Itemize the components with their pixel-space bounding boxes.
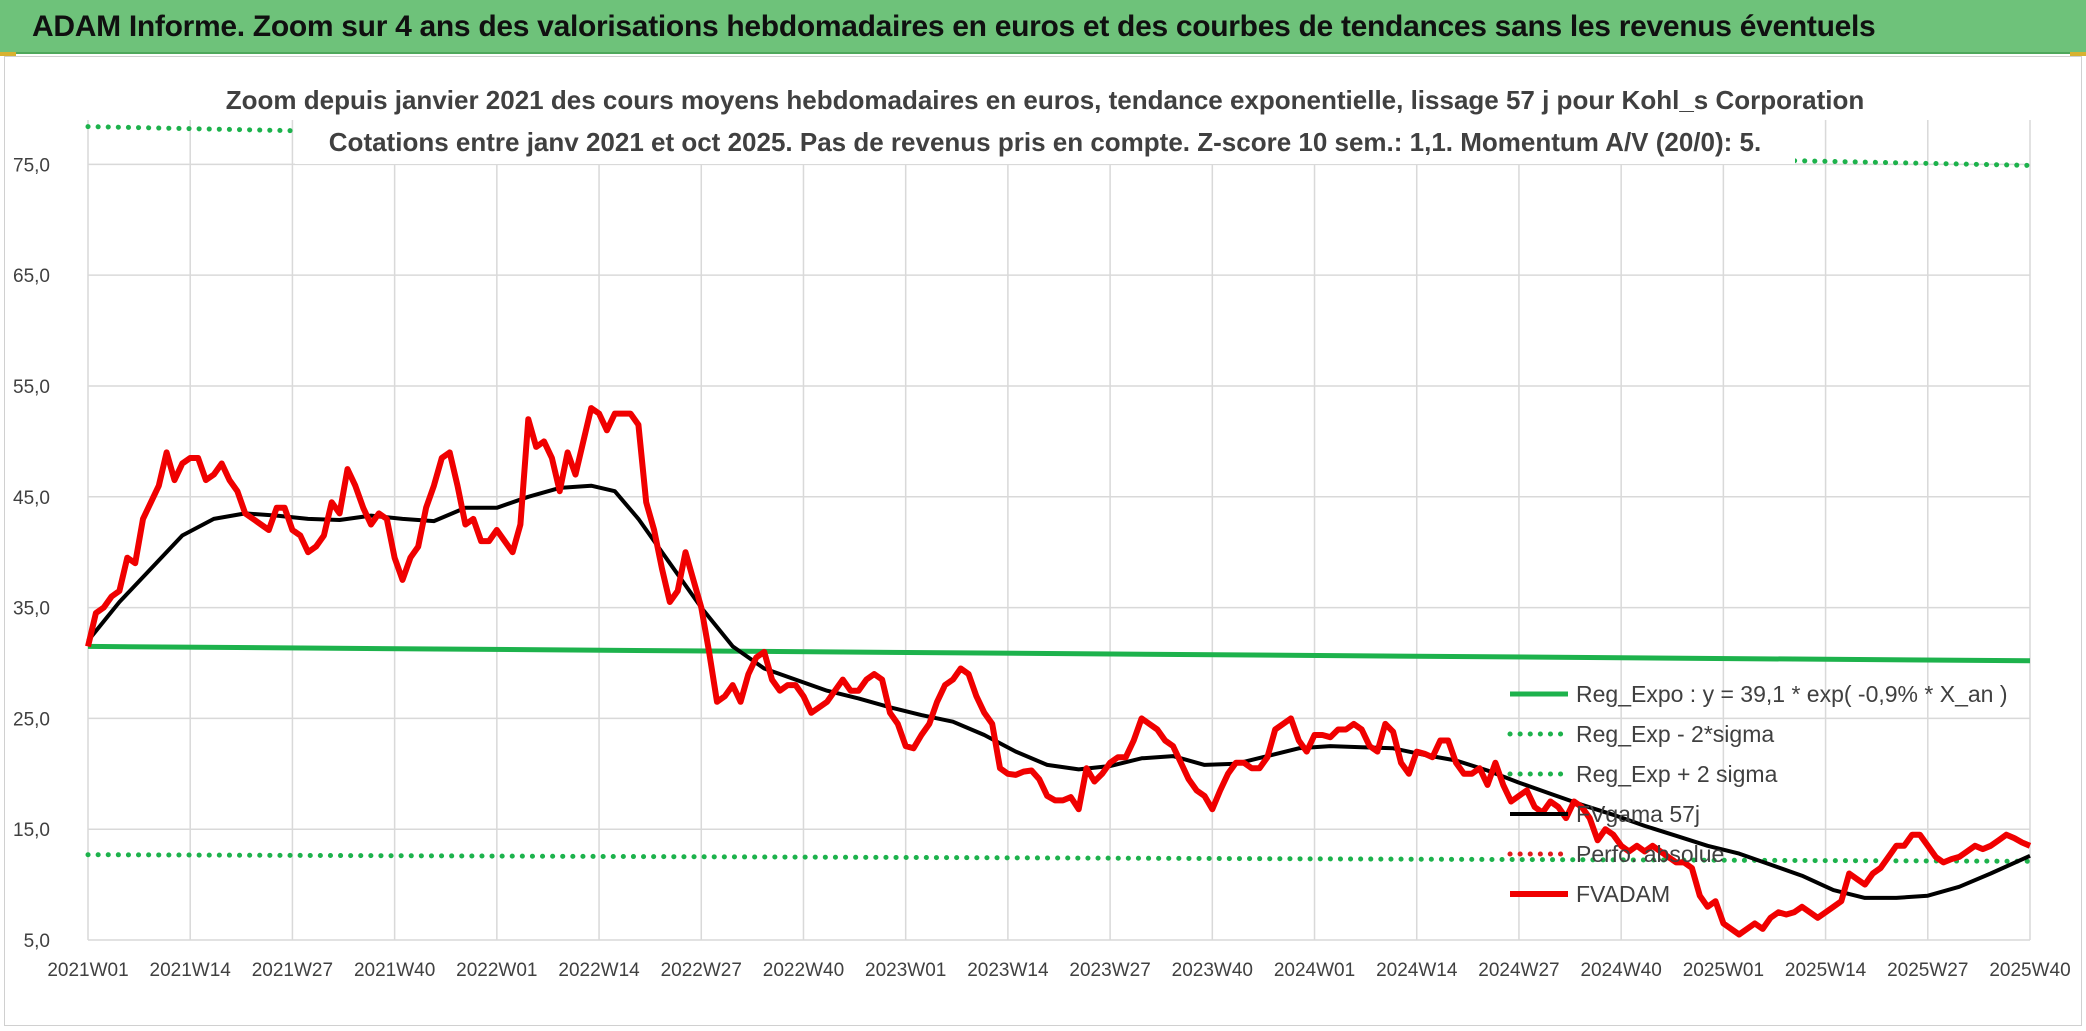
- grid: [87, 120, 2031, 941]
- legend-label: FVADAM: [1576, 881, 1670, 907]
- x-tick-label: 2022W14: [558, 960, 640, 981]
- x-tick-label: 2024W40: [1580, 960, 1661, 981]
- banner-title: ADAM Informe. Zoom sur 4 ans des valoris…: [32, 10, 1876, 43]
- x-tick-label: 2025W40: [1989, 960, 2070, 981]
- x-tick-label: 2021W40: [354, 960, 435, 981]
- x-tick-label: 2022W01: [456, 960, 537, 981]
- chart-titles: Zoom depuis janvier 2021 des cours moyen…: [226, 82, 1864, 164]
- x-tick-label: 2023W01: [865, 960, 946, 981]
- corner-mark-right: [2070, 52, 2086, 56]
- legend-label: FVgama 57j: [1576, 801, 1700, 827]
- y-axis: 75,0 65,0 55,0 45,0 35,0 25,0 15,0 5,0: [13, 155, 50, 952]
- corner-mark-left: [0, 52, 16, 56]
- y-tick-label: 65,0: [13, 266, 50, 287]
- title-background: [295, 82, 1795, 164]
- series-lines: [85, 124, 2033, 938]
- x-tick-label: 2023W27: [1069, 960, 1150, 981]
- y-tick-label: 35,0: [13, 599, 50, 620]
- y-tick-label: 5,0: [24, 931, 50, 952]
- x-tick-label: 2024W27: [1478, 960, 1559, 981]
- series-line-fvgama-57j: [86, 483, 2031, 900]
- series-line-reg-expo-y-39-1-exp-0-9-x-an: [87, 643, 2031, 664]
- x-tick-label: 2022W27: [661, 960, 742, 981]
- chart-frame: [4, 56, 2082, 1026]
- y-tick-label: 15,0: [13, 820, 50, 841]
- x-tick-label: 2024W14: [1376, 960, 1458, 981]
- x-tick-label: 2021W14: [150, 960, 232, 981]
- chart-title: Zoom depuis janvier 2021 des cours moyen…: [226, 85, 1864, 115]
- legend-label: Reg_Expo : y = 39,1 * exp( -0,9% * X_an …: [1576, 681, 2008, 707]
- x-axis: 2021W01 2021W14 2021W27 2021W40 2022W01 2022W…: [47, 960, 2070, 981]
- y-tick-label: 55,0: [13, 377, 50, 398]
- x-tick-label: 2025W01: [1683, 960, 1764, 981]
- legend: Reg_Expo : y = 39,1 * exp( -0,9% * X_an …: [1507, 681, 2008, 907]
- x-tick-label: 2022W40: [763, 960, 844, 981]
- x-tick-label: 2025W27: [1887, 960, 1968, 981]
- x-tick-label: 2025W14: [1785, 960, 1867, 981]
- y-tick-label: 45,0: [13, 488, 50, 509]
- y-tick-label: 25,0: [13, 709, 50, 730]
- x-tick-label: 2021W27: [252, 960, 333, 981]
- legend-label: Reg_Exp - 2*sigma: [1576, 721, 1774, 747]
- legend-label: Reg_Exp + 2 sigma: [1576, 761, 1778, 787]
- legend-label: Perfo. absolue: [1576, 841, 1724, 867]
- series-line-reg-exp-2-sigma: [85, 852, 2033, 864]
- series-line-fvadam: [85, 405, 2032, 938]
- x-tick-label: 2024W01: [1274, 960, 1355, 981]
- x-tick-label: 2023W14: [967, 960, 1049, 981]
- chart-subtitle: Cotations entre janv 2021 et oct 2025. P…: [329, 127, 1761, 157]
- x-tick-label: 2023W40: [1172, 960, 1253, 981]
- y-tick-label: 75,0: [13, 155, 50, 176]
- banner: ADAM Informe. Zoom sur 4 ans des valoris…: [0, 0, 2086, 54]
- x-tick-label: 2021W01: [47, 960, 128, 981]
